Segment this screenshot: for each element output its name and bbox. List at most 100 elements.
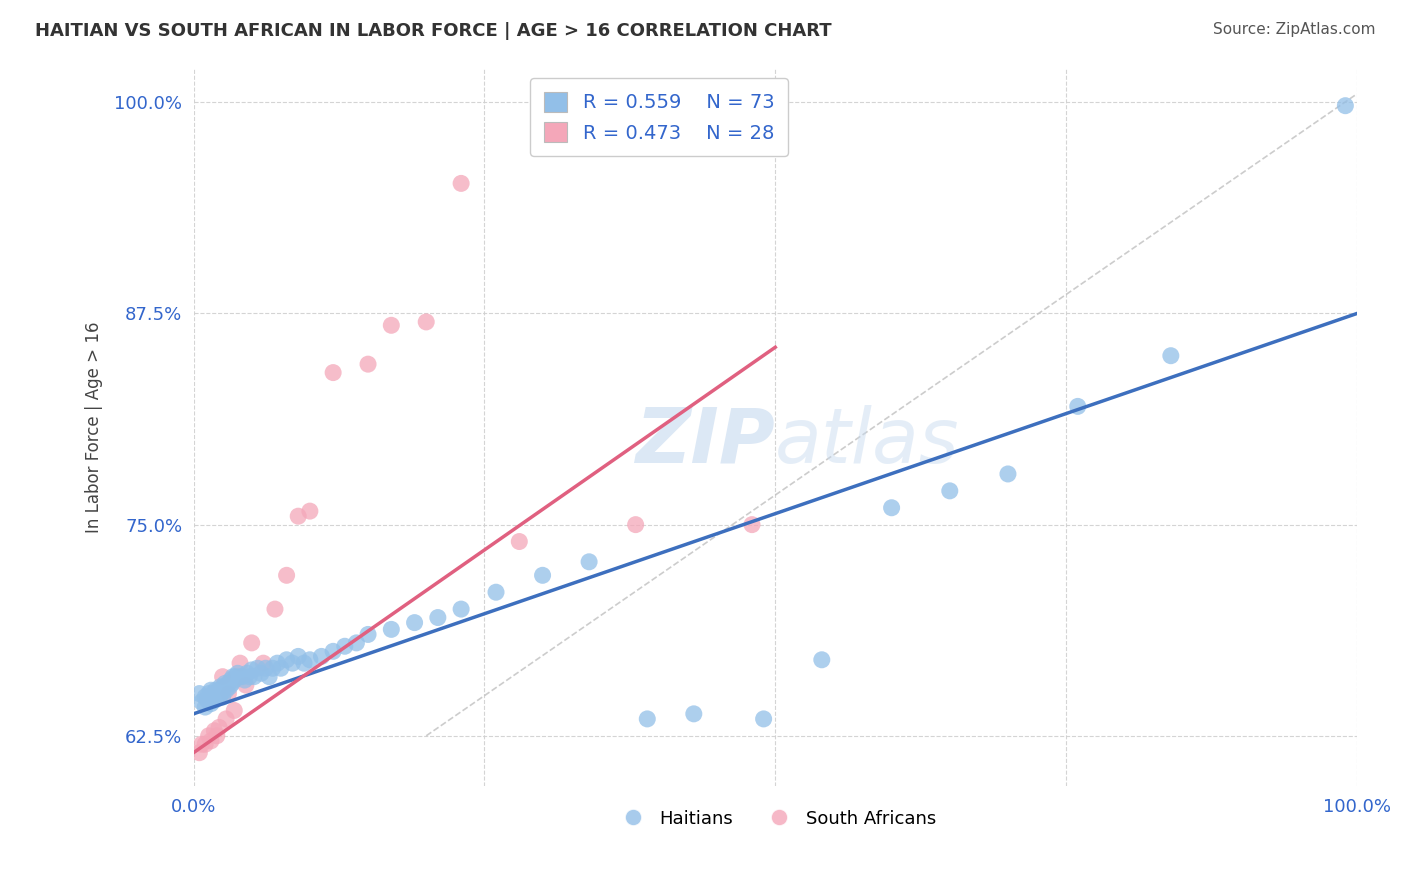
Point xyxy=(217,687,239,701)
Point xyxy=(624,517,647,532)
Point xyxy=(262,661,284,675)
Point xyxy=(426,610,449,624)
Point xyxy=(322,366,344,380)
Point xyxy=(214,676,236,690)
Point xyxy=(211,670,233,684)
Point xyxy=(810,653,832,667)
Point xyxy=(194,737,217,751)
Point xyxy=(1067,400,1090,414)
Point xyxy=(197,693,219,707)
Point xyxy=(202,687,225,701)
Point xyxy=(357,357,380,371)
Point xyxy=(1160,349,1182,363)
Point xyxy=(311,649,333,664)
Point xyxy=(682,706,704,721)
Point xyxy=(231,670,253,684)
Point xyxy=(219,673,242,687)
Text: Source: ZipAtlas.com: Source: ZipAtlas.com xyxy=(1212,22,1375,37)
Point xyxy=(222,670,245,684)
Point xyxy=(190,695,212,709)
Point xyxy=(322,644,344,658)
Point xyxy=(357,627,380,641)
Point xyxy=(224,703,246,717)
Point xyxy=(233,673,256,687)
Point xyxy=(240,663,263,677)
Point xyxy=(224,670,246,684)
Point xyxy=(344,636,367,650)
Point xyxy=(415,315,437,329)
Point xyxy=(221,676,243,690)
Point xyxy=(194,700,217,714)
Point xyxy=(204,723,226,738)
Point xyxy=(298,653,321,667)
Point xyxy=(450,602,472,616)
Point xyxy=(190,737,212,751)
Point xyxy=(997,467,1019,481)
Point xyxy=(578,555,600,569)
Point xyxy=(240,636,263,650)
Point xyxy=(276,653,298,667)
Point xyxy=(215,683,238,698)
Point xyxy=(209,680,232,694)
Point xyxy=(211,683,233,698)
Point xyxy=(287,649,309,664)
Point xyxy=(208,690,231,704)
Point xyxy=(204,683,226,698)
Point xyxy=(208,720,231,734)
Point xyxy=(208,683,231,698)
Point xyxy=(531,568,554,582)
Point xyxy=(211,690,233,704)
Point xyxy=(238,670,260,684)
Point xyxy=(198,690,221,704)
Point xyxy=(939,483,962,498)
Point xyxy=(333,640,356,654)
Point xyxy=(207,687,229,701)
Point xyxy=(224,673,246,687)
Point xyxy=(217,676,239,690)
Point xyxy=(200,683,222,698)
Point xyxy=(197,729,219,743)
Point xyxy=(243,670,266,684)
Point xyxy=(194,690,217,704)
Point xyxy=(266,656,288,670)
Point xyxy=(215,712,238,726)
Point xyxy=(246,661,269,675)
Point xyxy=(211,687,233,701)
Point xyxy=(450,177,472,191)
Point xyxy=(200,697,222,711)
Point xyxy=(201,690,224,704)
Point xyxy=(204,693,226,707)
Text: HAITIAN VS SOUTH AFRICAN IN LABOR FORCE | AGE > 16 CORRELATION CHART: HAITIAN VS SOUTH AFRICAN IN LABOR FORCE … xyxy=(35,22,832,40)
Point xyxy=(229,656,252,670)
Point xyxy=(298,504,321,518)
Point xyxy=(752,712,775,726)
Point xyxy=(188,687,211,701)
Point xyxy=(880,500,903,515)
Point xyxy=(281,656,304,670)
Point xyxy=(270,661,292,675)
Point xyxy=(404,615,426,630)
Point xyxy=(1334,98,1357,112)
Point xyxy=(236,666,259,681)
Point xyxy=(264,602,287,616)
Point xyxy=(235,678,257,692)
Point xyxy=(226,666,249,681)
Point xyxy=(200,734,222,748)
Point xyxy=(229,670,252,684)
Point xyxy=(205,690,228,704)
Point xyxy=(212,680,235,694)
Point xyxy=(292,656,315,670)
Text: atlas: atlas xyxy=(775,405,960,479)
Point xyxy=(254,661,277,675)
Point xyxy=(485,585,508,599)
Point xyxy=(287,509,309,524)
Point xyxy=(252,656,274,670)
Point xyxy=(636,712,658,726)
Point xyxy=(508,534,530,549)
Text: ZIP: ZIP xyxy=(636,405,775,479)
Point xyxy=(380,318,402,333)
Point xyxy=(218,680,240,694)
Y-axis label: In Labor Force | Age > 16: In Labor Force | Age > 16 xyxy=(86,322,103,533)
Point xyxy=(380,623,402,637)
Point xyxy=(188,746,211,760)
